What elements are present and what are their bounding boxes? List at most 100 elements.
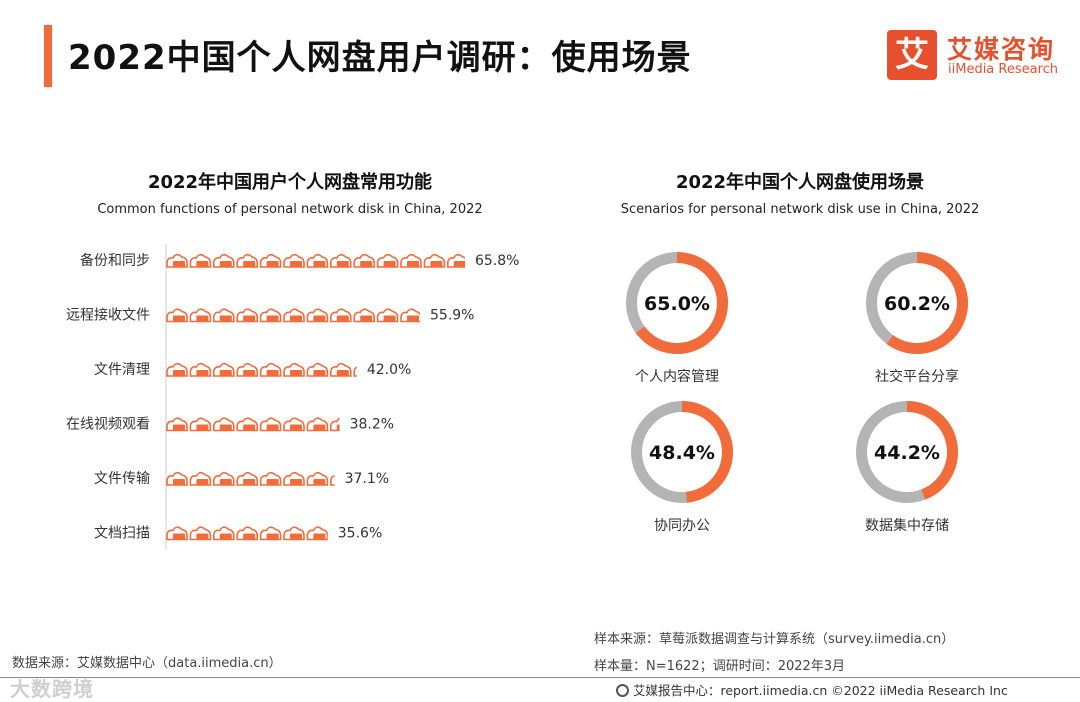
donut-category-label: 社交平台分享 <box>875 368 959 385</box>
scenarios-donut-chart: 65.0% 个人内容管理 60.2% 社交平台分享 48.4% 协同办公 44.2% 数据集中… <box>626 252 968 534</box>
cloud-icon <box>189 308 212 323</box>
cloud-icon <box>283 253 305 268</box>
bar-category-label: 备份和同步 <box>80 252 150 269</box>
cloud-icon <box>259 308 282 323</box>
cloud-icon <box>166 471 188 486</box>
cloud-icon <box>447 253 465 268</box>
cloud-icon <box>306 417 329 432</box>
bar-mark <box>166 253 465 268</box>
cloud-icon <box>259 253 282 268</box>
donut-slice <box>681 401 733 503</box>
sample-source: 样本来源：草莓派数据调查与计算系统（survey.iimedia.cn） <box>594 632 955 647</box>
bar-value-label: 38.2% <box>350 417 394 433</box>
donut-slice <box>635 252 728 354</box>
cloud-icon <box>400 253 422 268</box>
bar-category-label: 远程接收文件 <box>66 307 150 324</box>
bar-mark <box>166 308 421 323</box>
cloud-icon <box>283 526 305 541</box>
cloud-icon <box>353 308 375 323</box>
iimedia-logo: 艾 艾媒咨询 iiMedia Research <box>887 30 1067 82</box>
donut-value-label: 48.4% <box>649 442 715 464</box>
cloud-icon <box>236 308 258 323</box>
donut-item: 65.0% 个人内容管理 <box>626 252 728 385</box>
cloud-icon <box>189 417 212 432</box>
bar-chart-title: 2022年中国用户个人网盘常用功能 <box>147 172 433 193</box>
cloud-icon <box>259 471 282 486</box>
cloud-icon <box>236 362 258 377</box>
cloud-icon <box>166 417 188 432</box>
bar-mark <box>166 471 335 486</box>
bar-row: 文件传输 37.1% <box>94 471 389 487</box>
donut-category-label: 个人内容管理 <box>635 368 719 385</box>
cloud-icon <box>236 526 258 541</box>
bar-chart-subtitle: Common functions of personal network dis… <box>97 202 483 217</box>
cloud-icon <box>283 417 305 432</box>
bar-mark <box>166 526 328 541</box>
cloud-icon <box>376 308 399 323</box>
donut-item: 44.2% 数据集中存储 <box>856 401 958 534</box>
footer-divider <box>0 677 1080 678</box>
donut-slice <box>886 252 968 354</box>
report-icon <box>616 684 629 697</box>
title-accent-bar <box>44 25 52 87</box>
bar-category-label: 文件清理 <box>94 362 150 378</box>
cloud-icon <box>259 362 282 377</box>
cloud-icon <box>330 253 352 268</box>
cloud-icon <box>400 308 421 323</box>
cloud-icon <box>376 253 399 268</box>
cloud-icon <box>189 471 212 486</box>
cloud-icon <box>189 526 212 541</box>
cloud-icon <box>213 362 235 377</box>
cloud-icon <box>423 253 446 268</box>
logo-cn-text: 艾媒咨询 <box>947 35 1056 64</box>
page-title: 2022中国个人网盘用户调研：使用场景 <box>68 38 692 78</box>
logo-mark: 艾 <box>887 30 937 80</box>
cloud-icon <box>330 362 352 377</box>
footer-report-text: 艾媒报告中心：report.iimedia.cn ©2022 iiMedia R… <box>633 683 1008 698</box>
cloud-icon <box>353 253 375 268</box>
donut-item: 48.4% 协同办公 <box>631 401 733 534</box>
bar-value-label: 42.0% <box>367 362 411 378</box>
bar-value-label: 37.1% <box>345 471 389 487</box>
cloud-icon <box>213 253 235 268</box>
bar-category-label: 在线视频观看 <box>66 417 150 433</box>
cloud-icon <box>213 471 235 486</box>
functions-bar-chart: 备份和同步 65.8% 远程接收文件 55.9% 文件清理 42.0% 在线视频观看 38.2… <box>66 244 519 550</box>
cloud-icon <box>166 308 188 323</box>
cloud-icon <box>306 526 328 541</box>
cloud-icon <box>259 526 282 541</box>
bar-row: 远程接收文件 55.9% <box>66 307 474 324</box>
bar-value-label: 65.8% <box>475 253 519 269</box>
donut-value-label: 65.0% <box>644 293 710 315</box>
cloud-icon <box>189 362 212 377</box>
cloud-icon <box>236 417 258 432</box>
cloud-icon <box>306 471 329 486</box>
footer-report: 艾媒报告中心：report.iimedia.cn ©2022 iiMedia R… <box>616 680 1008 699</box>
cloud-icon <box>283 471 305 486</box>
sample-size: 样本量：N=1622；调研时间：2022年3月 <box>594 659 846 674</box>
cloud-icon <box>259 417 282 432</box>
donut-chart-title: 2022年中国个人网盘使用场景 <box>675 172 925 193</box>
logo-en-text: iiMedia Research <box>948 62 1059 77</box>
cloud-icon <box>213 417 235 432</box>
cloud-icon <box>353 366 357 377</box>
bar-row: 文件清理 42.0% <box>94 362 411 378</box>
cloud-icon <box>330 417 340 432</box>
donut-chart-subtitle: Scenarios for personal network disk use … <box>620 202 980 217</box>
cloud-icon <box>306 253 329 268</box>
donut-value-label: 60.2% <box>884 293 950 315</box>
cloud-icon <box>306 308 329 323</box>
cloud-icon <box>236 253 258 268</box>
cloud-icon <box>166 362 188 377</box>
cloud-icon <box>189 253 212 268</box>
donut-category-label: 协同办公 <box>654 518 710 534</box>
bar-row: 文档扫描 35.6% <box>94 526 382 542</box>
donut-category-label: 数据集中存储 <box>865 517 949 534</box>
bar-value-label: 55.9% <box>430 308 474 324</box>
watermark: 大数跨境 <box>10 677 94 701</box>
donut-slice <box>906 401 958 500</box>
donut-item: 60.2% 社交平台分享 <box>866 252 968 385</box>
bar-mark <box>166 362 357 377</box>
bar-category-label: 文档扫描 <box>94 526 150 542</box>
cloud-icon <box>283 362 305 377</box>
